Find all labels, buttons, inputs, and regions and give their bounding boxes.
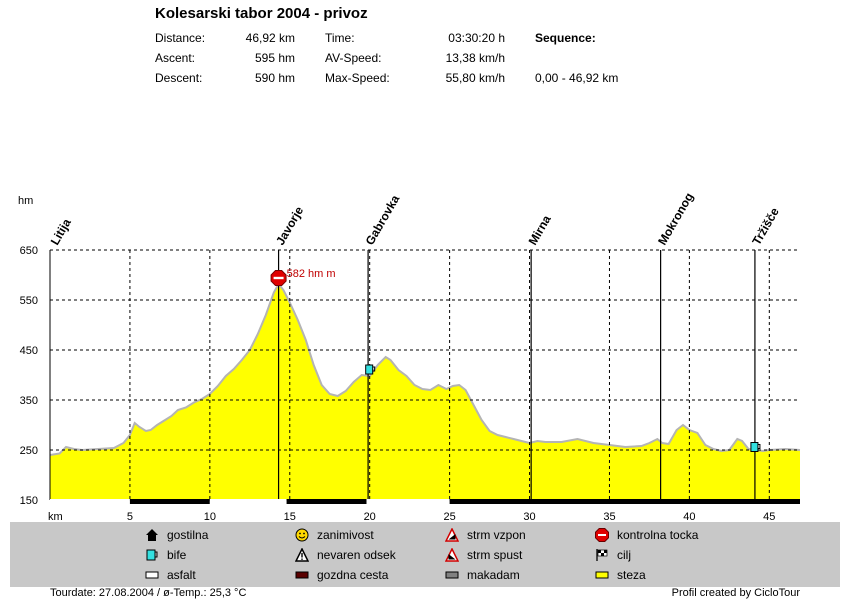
legend-label: zanimivost [317,528,374,542]
checkered-flag-icon [595,548,609,562]
legend-item-kontrolna: kontrolna tocka [595,528,698,542]
x-tick-label: 10 [204,511,216,522]
descent-value: 590 hm [254,71,295,85]
legend-label: nevaren odsek [317,548,396,562]
descent-icon [445,548,459,562]
legend-label: strm spust [467,548,523,562]
x-tick-label: 20 [364,511,376,522]
cup-icon [750,442,759,452]
legend-label: bife [167,548,187,562]
y-tick-label: 250 [20,445,38,457]
peak-label: 582 hm m [287,268,336,280]
distance-label: Distance: [155,31,206,45]
legend [10,522,840,587]
surface-segment [366,499,450,504]
legend-item-nevaren: nevaren odsek [295,548,396,562]
sequence-value: 0,00 - 46,92 km [535,71,619,85]
y-tick-label: 150 [20,495,38,507]
place-label: Litija [48,216,74,248]
x-tick-label: 40 [683,511,695,522]
place-label: Mirna [526,213,554,248]
legend-item-asfalt: asfalt [145,568,196,582]
ascent-label: Ascent: [155,51,196,65]
stop-sign-icon [595,528,609,542]
surface-swatch-icon [595,568,609,582]
legend-item-makadam: makadam [445,568,520,582]
surface-segment [286,499,367,504]
cup-handle [757,444,761,449]
surface-segment [209,499,287,504]
climb-icon [445,528,459,542]
y-axis-label: hm [18,195,33,207]
legend-item-gostilna: gostilna [145,528,208,542]
surface-segment [449,499,800,504]
y-tick-label: 550 [20,295,38,307]
maxspeed-label: Max-Speed: [325,71,390,85]
x-tick-label: 25 [443,511,455,522]
surface-swatch-icon [145,568,159,582]
legend-item-cilj: cilj [595,548,631,562]
place-label: Mokronog [655,190,696,247]
distance-value: 46,92 km [245,31,295,45]
place-label: Tržišče [749,205,782,248]
time-label: Time: [325,31,355,45]
legend-item-spust: strm spust [445,548,522,562]
page-title: Kolesarski tabor 2004 - privoz [155,5,368,22]
x-tick-label: 45 [763,511,775,522]
legend-item-bife: bife [145,548,186,562]
legend-label: steza [617,568,646,582]
tour-date-footer: Tourdate: 27.08.2004 / ø-Temp.: 25,3 °C [50,587,247,599]
y-tick-label: 650 [20,245,38,257]
house-icon [145,528,159,542]
legend-label: gostilna [167,528,209,542]
place-label: Javorje [273,204,306,248]
ascent-value: 595 hm [254,51,295,65]
legend-item-zanimivost: zanimivost [295,528,374,542]
y-tick-label: 450 [20,345,38,357]
x-tick-label: 15 [284,511,296,522]
elevation-line [49,282,801,456]
cup-icon [145,548,159,562]
elevation-area [50,284,800,500]
x-tick-label: 35 [603,511,615,522]
legend-label: cilj [617,548,631,562]
cup-icon [365,364,374,375]
legend-item-gozdna: gozdna cesta [295,568,388,582]
elevation-chart: 150 250 350 450 550 650 5 10 15 20 25 30 35 40 45 Liti… [18,190,801,522]
surface-swatch-icon [295,568,309,582]
surface-swatch-icon [445,568,459,582]
legend-label: makadam [467,568,520,582]
warning-icon [295,548,309,562]
avspeed-value: 13,38 km/h [445,51,505,65]
x-tick-label: 30 [523,511,535,522]
y-tick-label: 350 [20,395,38,407]
sequence-label: Sequence: [535,31,596,45]
cup-handle [372,366,376,372]
credit-footer: Profil created by CicloTour [671,587,800,599]
legend-label: gozdna cesta [317,568,389,582]
surface-segment [129,499,210,504]
place-label: Gabrovka [363,192,403,247]
smiley-icon [295,528,309,542]
x-tick-label: 5 [127,511,133,522]
maxspeed-value: 55,80 km/h [445,71,505,85]
time-value: 03:30:20 h [448,31,505,45]
legend-label: asfalt [167,568,196,582]
legend-item-steza: steza [595,568,646,582]
stop-sign-bar [273,276,284,280]
avspeed-label: AV-Speed: [325,51,382,65]
legend-item-vzpon: strm vzpon [445,528,526,542]
descent-label: Descent: [155,71,203,85]
surface-segment [50,499,130,504]
legend-label: kontrolna tocka [617,528,699,542]
legend-label: strm vzpon [467,528,526,542]
x-axis-label: km [48,511,63,522]
